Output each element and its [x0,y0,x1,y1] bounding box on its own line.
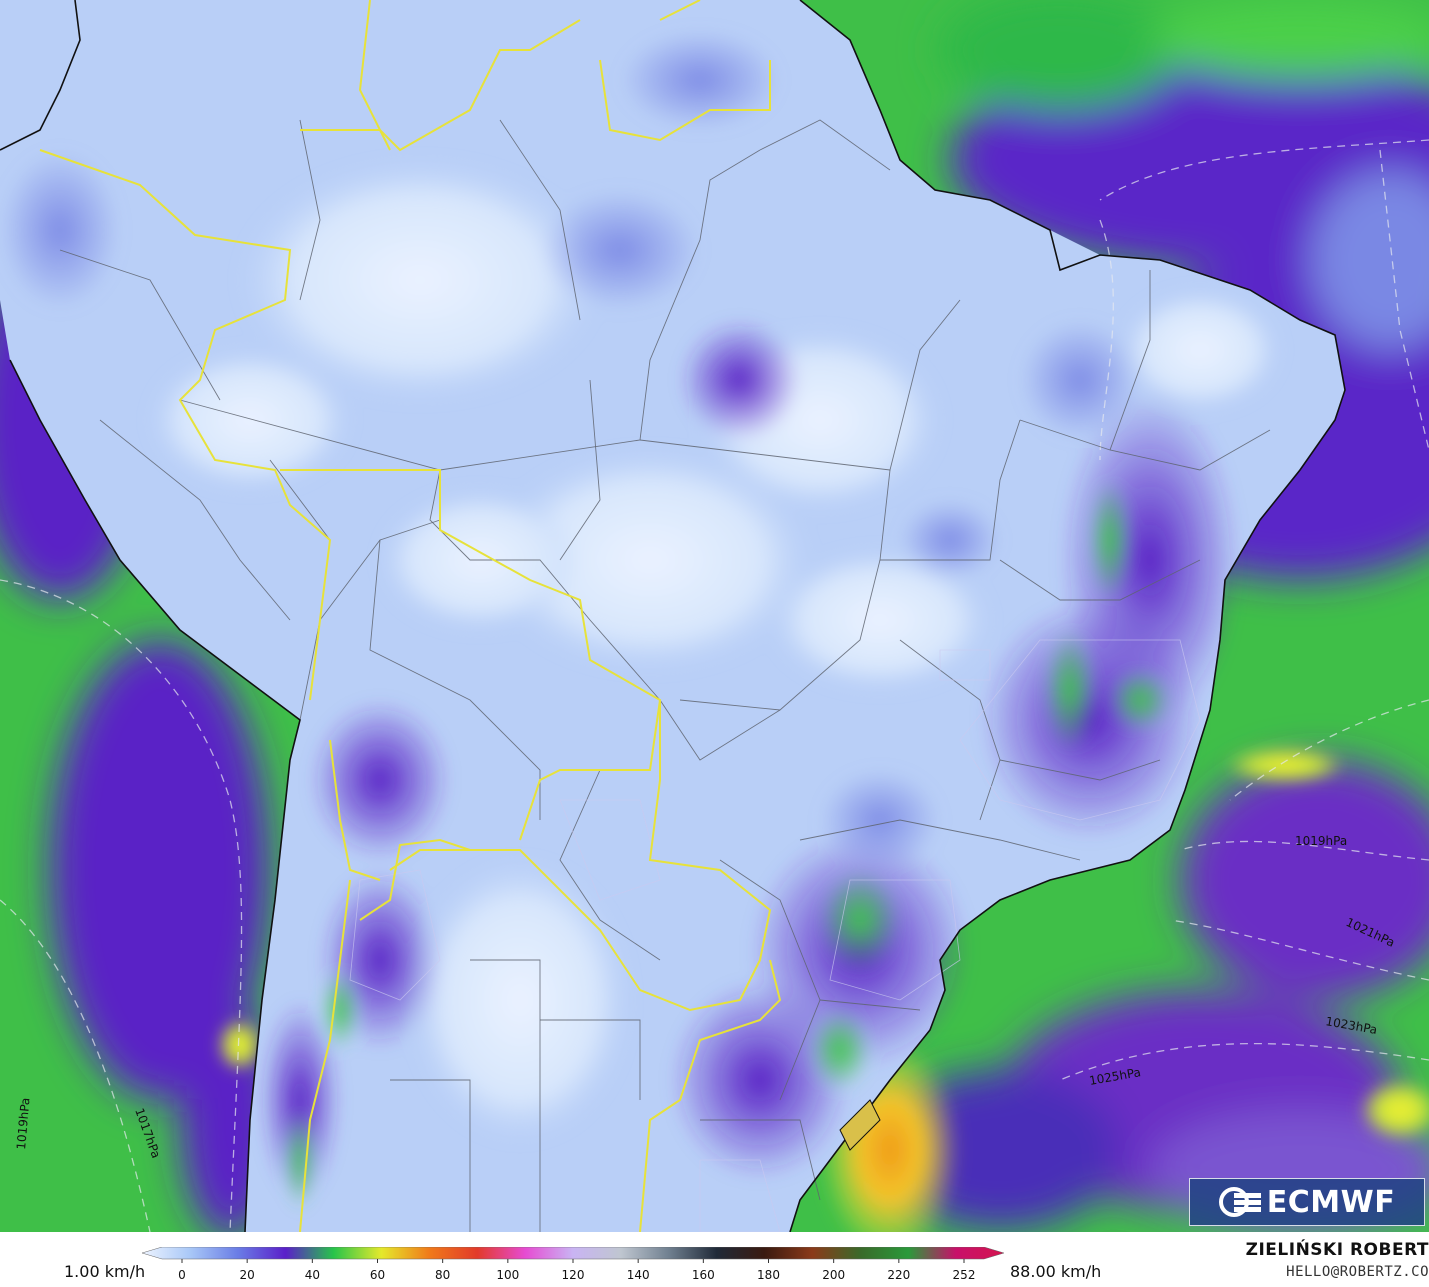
footer-legend [0,1232,1429,1287]
scale-tick-label: 60 [370,1268,385,1282]
ecmwf-logo-icon [1218,1187,1261,1217]
isobar-label: 1019hPa [14,1097,32,1150]
isobars [0,139,1429,1232]
scale-tick-label: 20 [240,1268,255,1282]
ecmwf-logo: ECMWF [1189,1178,1425,1226]
minor-borders [349,639,1201,1232]
isobar-label: 1019hPa [1295,834,1347,848]
color-scale-ticks: 0 20 40 60 80 100 120 140 160 180 200 220 252 [178,1259,975,1282]
national-borders [39,0,782,1232]
scale-tick-label: 220 [887,1268,910,1282]
legend-max-label: 88.00 km/h [1010,1262,1102,1281]
color-scale-bar [142,1247,1004,1260]
color-scale: 0 20 40 60 80 100 120 140 160 180 200 220 252 [142,1247,1004,1282]
scale-tick-label: 200 [822,1268,845,1282]
wind-gust-map: 1019hPa 1021hPa 1023hPa 1025hPa 1017hPa … [0,0,1429,1232]
scale-tick-label: 100 [496,1268,519,1282]
scale-tick-label: 120 [562,1268,585,1282]
scale-tick-label: 140 [627,1268,650,1282]
scale-tick-label: 40 [305,1268,320,1282]
scale-tick-label: 180 [757,1268,780,1282]
scale-tick-label: 0 [178,1268,186,1282]
ecmwf-logo-text: ECMWF [1266,1184,1396,1220]
scale-tick-label: 80 [435,1268,450,1282]
lagoon [839,1099,881,1151]
legend-min-label: 1.00 km/h [64,1262,146,1281]
scale-tick-label: 252 [953,1268,976,1282]
author-name: ZIELIŃSKI ROBERT [1245,1240,1429,1260]
coastline [0,0,1346,1232]
scale-tick-label: 160 [692,1268,715,1282]
author-email: HELLO@ROBERTZ.CO [1286,1264,1429,1280]
land-wind-field [0,30,1280,1210]
